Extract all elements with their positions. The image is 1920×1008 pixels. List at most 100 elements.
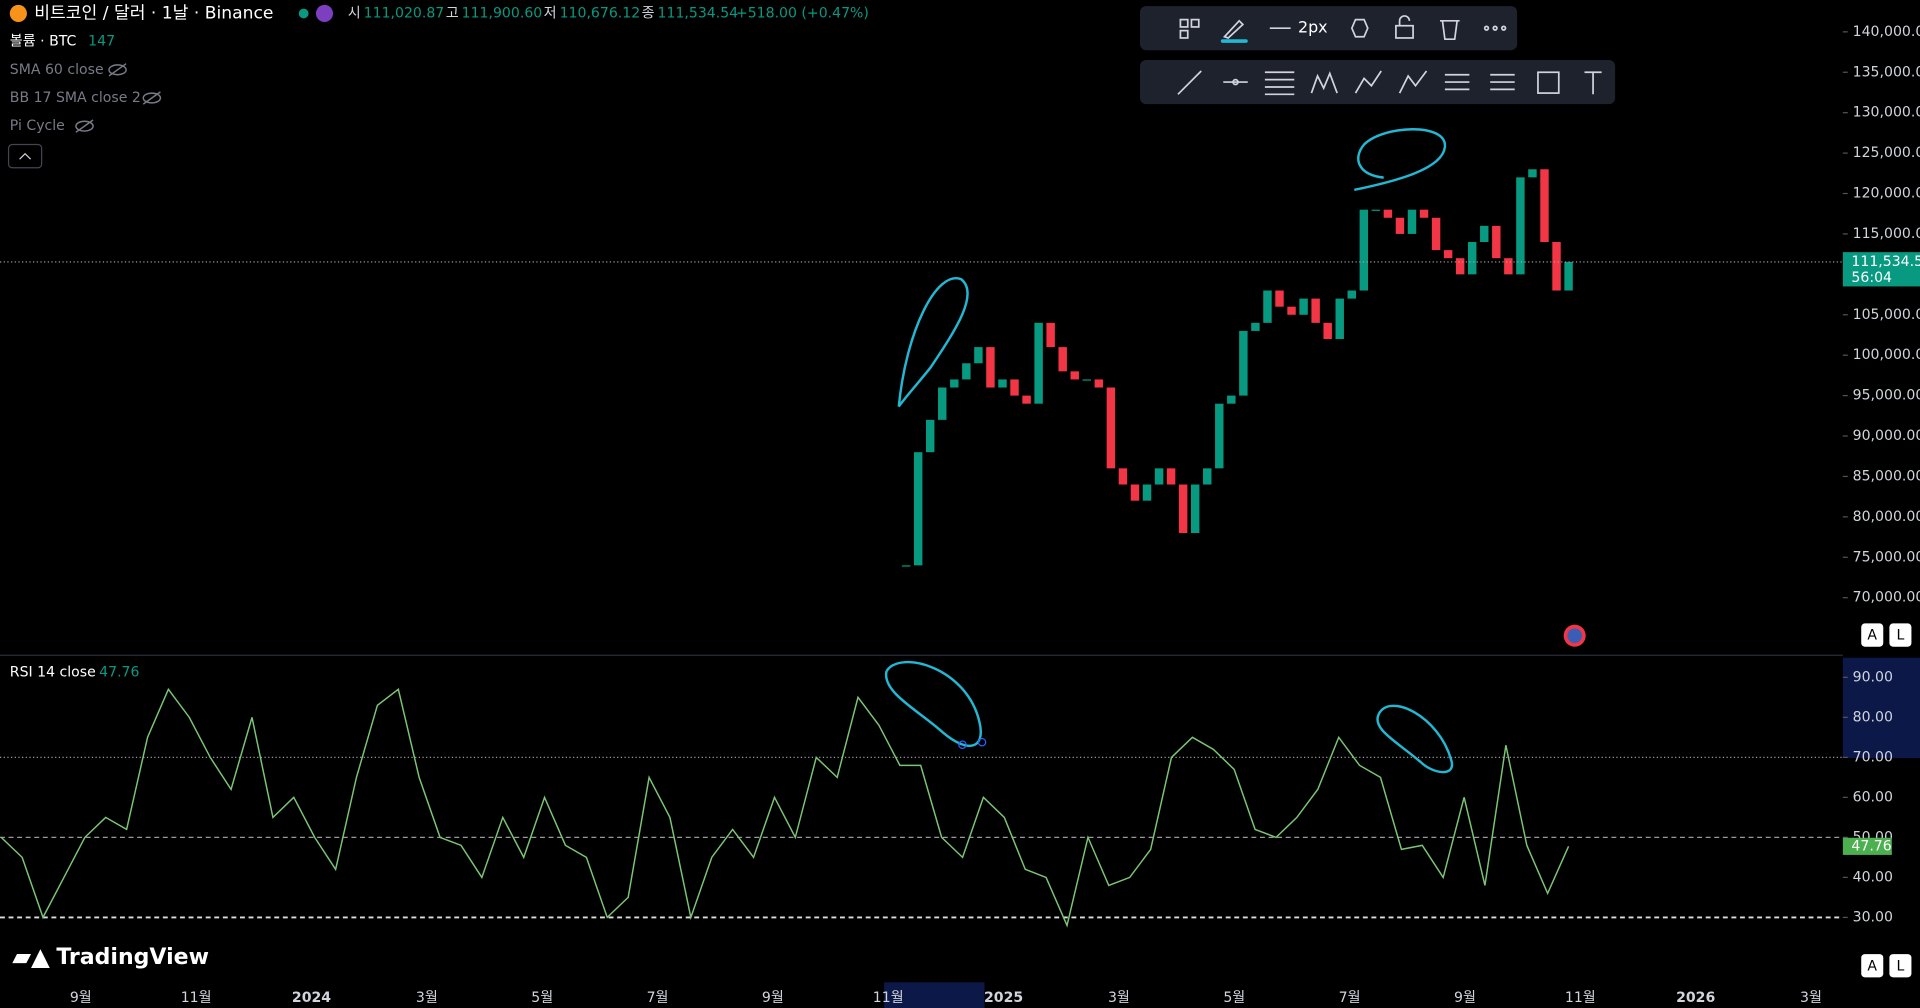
y-tick-label: 75,000.00 <box>1853 549 1920 565</box>
time-label: 5월 <box>531 990 553 1006</box>
time-label: 5월 <box>1223 990 1245 1006</box>
time-label: 11월 <box>873 990 904 1006</box>
candle <box>1323 322 1332 340</box>
tool-icons[interactable] <box>1177 70 1602 96</box>
time-label: 9월 <box>762 990 784 1006</box>
rsi-tag <box>1842 837 1892 855</box>
y-tick-label: 90,000.00 <box>1853 428 1920 444</box>
rsi-tag-label: 47.76 <box>1851 838 1891 854</box>
time-label: 2025 <box>984 990 1023 1006</box>
candle <box>1504 258 1513 275</box>
candle <box>1455 258 1465 275</box>
candle <box>1347 290 1356 299</box>
time-label: 3월 <box>1108 990 1130 1006</box>
last-price-tag <box>1842 252 1920 287</box>
collapse-icon <box>19 152 32 160</box>
indicator-name[interactable]: Pi Cycle <box>10 118 65 134</box>
time-label: 3월 <box>416 990 438 1006</box>
y-tick-label: 70,000.00 <box>1853 590 1920 606</box>
button[interactable] <box>1861 623 1884 647</box>
logo: TradingView <box>56 945 209 970</box>
y-tick-label: 125,000.00 <box>1853 145 1920 161</box>
anchor <box>958 740 967 749</box>
candle <box>1311 298 1320 323</box>
button[interactable] <box>1861 954 1884 978</box>
button[interactable] <box>1889 954 1912 978</box>
ohlc-value: 111,900.60 <box>462 5 543 21</box>
rsi-title: RSI 14 close <box>10 664 96 680</box>
ohlc-label: 저 <box>544 5 557 21</box>
indicator-name[interactable]: 볼륨 · BTC <box>10 34 77 50</box>
line-width[interactable]: 2px <box>1298 18 1328 37</box>
candle <box>1082 379 1092 381</box>
candle <box>1371 209 1381 211</box>
candle <box>1142 484 1152 501</box>
candle <box>1106 387 1116 469</box>
candle <box>1166 468 1176 485</box>
candle <box>1118 468 1128 485</box>
y-tick-label: 105,000.00 <box>1853 307 1920 323</box>
candle <box>1058 347 1067 372</box>
candle <box>1419 209 1429 218</box>
candle <box>1407 209 1417 234</box>
candle <box>925 419 935 453</box>
candle <box>938 387 947 420</box>
candle <box>1431 217 1441 251</box>
symbol: 비트코인 / 달러 · 1날 · Binance <box>34 3 273 23</box>
button-label: L <box>1896 958 1904 974</box>
candle <box>1130 484 1140 501</box>
candle <box>950 379 959 388</box>
collapse-button[interactable] <box>7 143 43 169</box>
candle <box>1552 242 1561 291</box>
y-tick-label: 135,000.00 <box>1853 64 1920 80</box>
button-label: A <box>1867 958 1877 974</box>
candle <box>1022 395 1031 404</box>
time-label: 11월 <box>1565 990 1596 1006</box>
y-tick-label: 140,000.00 <box>1853 24 1920 40</box>
active-tool-indicator <box>1220 39 1248 43</box>
candle <box>1094 379 1104 388</box>
candle <box>962 363 971 380</box>
rsi-current: 47.76 <box>99 664 139 680</box>
indicator-name[interactable]: SMA 60 close <box>10 62 104 78</box>
candle <box>1263 290 1272 323</box>
y-tick-label: 60.00 <box>1853 789 1893 805</box>
candle <box>986 347 995 388</box>
candle <box>1335 298 1344 340</box>
candle <box>1395 217 1405 234</box>
ohlc-value: 111,020.87 <box>364 5 445 21</box>
candle <box>1275 290 1284 307</box>
button[interactable] <box>1889 623 1912 647</box>
y-tick-label: 30.00 <box>1853 909 1893 925</box>
candle <box>1203 468 1212 485</box>
candle <box>1480 225 1489 243</box>
y-tick-label: 115,000.00 <box>1853 226 1920 242</box>
logo-mark: ▰▲ <box>12 942 50 971</box>
candle <box>1154 468 1164 485</box>
candle <box>1070 371 1079 380</box>
ohlc-value: 110,676.12 <box>560 5 641 21</box>
y-tick-label: 95,000.00 <box>1853 388 1920 404</box>
candle <box>1010 379 1019 396</box>
indicator-name[interactable]: BB 17 SMA close 2 <box>10 90 141 106</box>
y-tick-label: 120,000.00 <box>1853 186 1920 202</box>
ohlc-label: 시 <box>348 5 361 21</box>
candle <box>1443 250 1453 259</box>
rsi-zone-axis <box>1842 657 1920 759</box>
last-price-label: 111,534.54 <box>1851 254 1920 270</box>
change: +518.00 (+0.47%) <box>736 5 869 21</box>
candle <box>1528 169 1537 178</box>
candle <box>1251 322 1260 331</box>
candle <box>1239 330 1248 396</box>
y-tick-label: 100,000.00 <box>1853 347 1920 363</box>
candle <box>1492 225 1501 259</box>
toolbar-icons[interactable] <box>1179 15 1507 41</box>
candle <box>1564 261 1573 291</box>
candle <box>1046 322 1055 348</box>
candle <box>1359 209 1369 291</box>
hidden-icons <box>75 63 162 133</box>
y-tick-label: 90.00 <box>1853 669 1893 685</box>
